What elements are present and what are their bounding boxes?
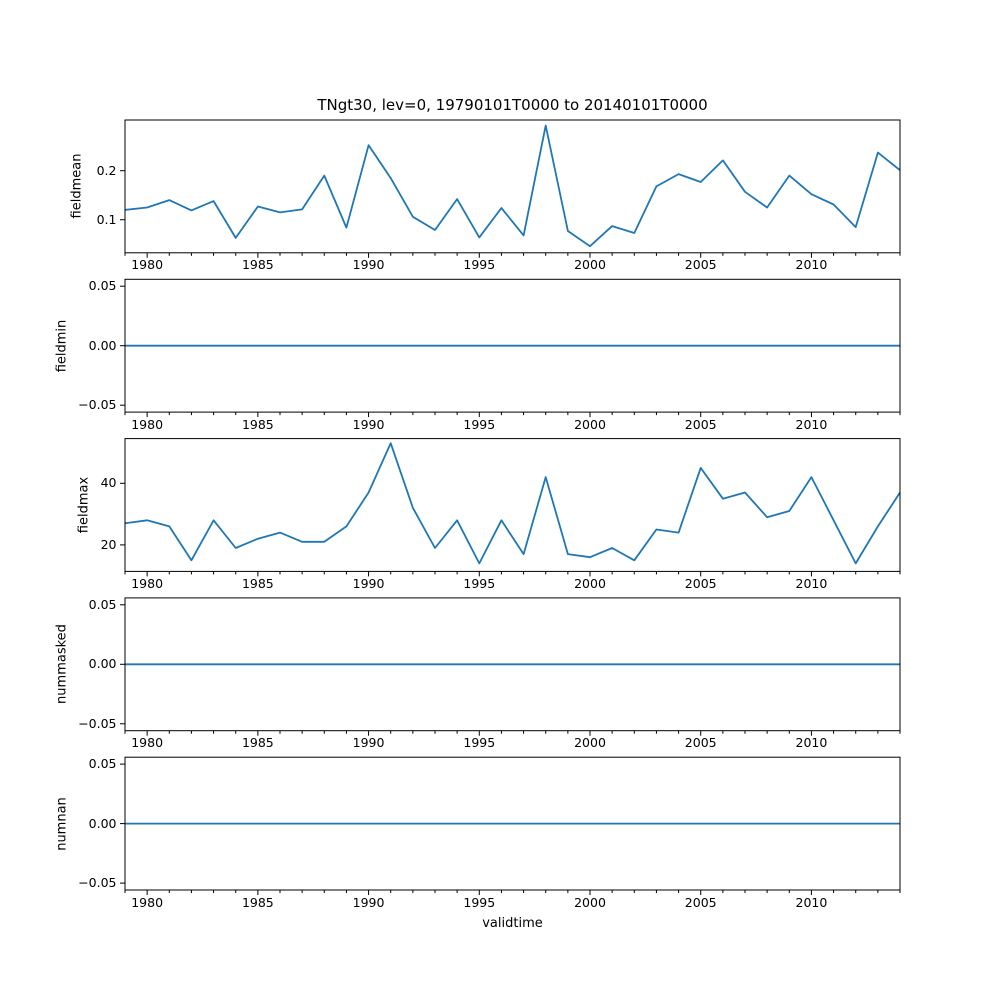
y-axis-label-fieldmin: fieldmin [54, 319, 70, 372]
y-axis-label-numnan: numnan [54, 796, 70, 851]
x-tick-label: 1995 [463, 575, 496, 591]
y-tick-label: 0.00 [88, 656, 117, 672]
x-tick-label: 2000 [574, 416, 606, 432]
x-tick-label: 1980 [131, 416, 164, 432]
x-tick-label: 1990 [352, 894, 385, 910]
x-tick-label: 1980 [131, 735, 164, 751]
x-tick-label: 2000 [574, 257, 606, 273]
x-tick-label: 2000 [574, 575, 606, 591]
fieldmax-axes-border [124, 438, 901, 572]
x-tick-label: 1985 [241, 894, 274, 910]
figure-title: TNgt30, lev=0, 19790101T0000 to 20140101… [317, 96, 708, 114]
x-tick-label: 1980 [131, 257, 164, 273]
y-axis-label-fieldmean: fieldmean [69, 153, 85, 219]
x-tick-label: 1985 [241, 735, 274, 751]
x-tick-label: 2010 [795, 735, 828, 751]
y-tick-label: 40 [100, 475, 117, 491]
y-tick-label: 20 [100, 536, 117, 552]
x-tick-label: 2000 [574, 894, 606, 910]
y-tick-label: 0.05 [88, 277, 117, 293]
x-tick-label: 1985 [241, 575, 274, 591]
x-tick-label: 2010 [795, 894, 828, 910]
x-tick-label: 1995 [463, 416, 496, 432]
x-tick-label: 2005 [684, 894, 717, 910]
y-tick-label: −0.05 [78, 396, 117, 412]
x-tick-label: 2010 [795, 416, 828, 432]
x-tick-label: 2005 [684, 257, 717, 273]
x-tick-label: 1980 [131, 575, 164, 591]
x-tick-label: 2000 [574, 735, 606, 751]
x-tick-label: 1995 [463, 735, 496, 751]
x-tick-label: 1985 [241, 416, 274, 432]
x-tick-label: 2005 [684, 735, 717, 751]
x-tick-label: 2005 [684, 416, 717, 432]
y-tick-label: 0.05 [88, 596, 117, 612]
y-tick-label: −0.05 [78, 715, 117, 731]
y-tick-label: 0.1 [96, 211, 117, 227]
x-tick-label: 1980 [131, 894, 164, 910]
y-tick-label: 0.05 [88, 755, 117, 771]
x-tick-label: 2005 [684, 575, 717, 591]
x-tick-label: 2010 [795, 257, 828, 273]
x-tick-label: 1995 [463, 894, 496, 910]
x-tick-label: 1990 [352, 735, 385, 751]
x-axis-label: validtime [482, 916, 543, 931]
y-axis-label-nummasked: nummasked [54, 624, 70, 705]
x-tick-label: 1990 [352, 575, 385, 591]
y-axis-label-fieldmax: fieldmax [76, 476, 91, 534]
y-tick-label: 0.00 [88, 337, 117, 353]
fieldmax-series-line [124, 442, 901, 565]
fieldmean-axes-border [124, 119, 901, 254]
y-tick-label: −0.05 [78, 874, 117, 890]
y-tick-label: 0.00 [88, 815, 117, 831]
y-tick-label: 0.2 [96, 162, 117, 178]
x-tick-label: 2010 [795, 575, 828, 591]
x-tick-label: 1990 [352, 257, 385, 273]
x-tick-label: 1985 [241, 257, 274, 273]
fieldmean-series-line [124, 124, 901, 248]
x-tick-label: 1990 [352, 416, 385, 432]
x-tick-label: 1995 [463, 257, 496, 273]
